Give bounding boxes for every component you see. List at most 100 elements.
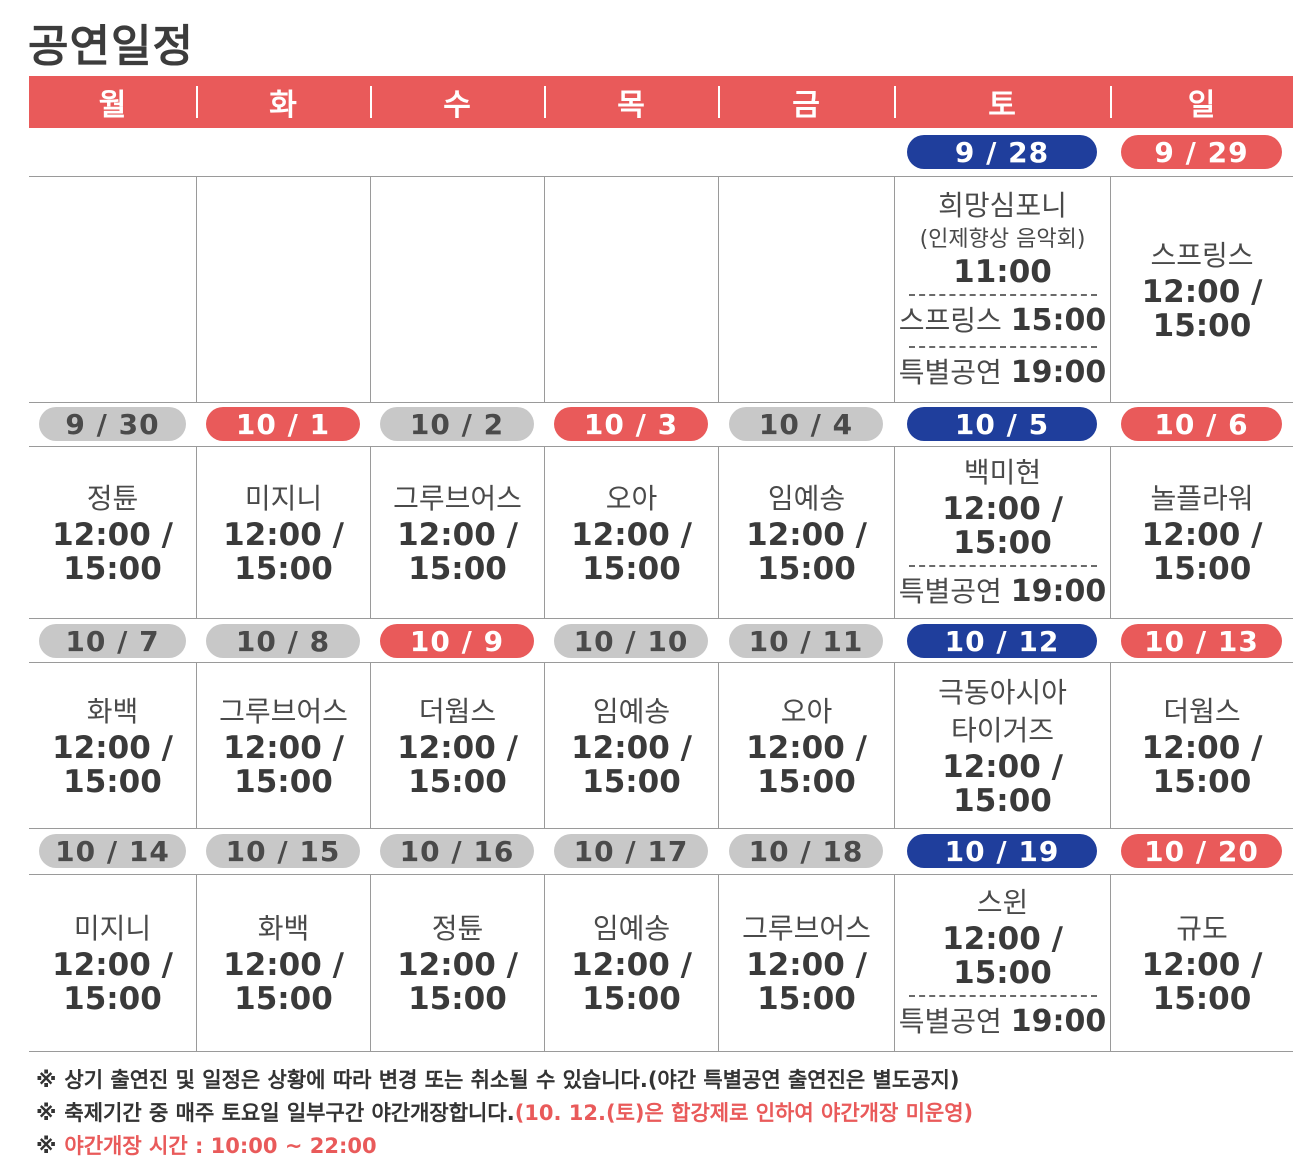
show-time: 15:00 <box>757 550 856 587</box>
note-2: ※ 축제기간 중 매주 토요일 일부구간 야간개장합니다.(10. 12.(토)은… <box>36 1097 973 1130</box>
show-time: 12:00 / <box>1141 947 1263 983</box>
note-3: ※ 야간개장 시간 : 10:00 ~ 22:00 <box>36 1130 973 1163</box>
performer-name: 놀플라워 <box>1150 481 1254 515</box>
weekday-label: 목 <box>544 76 718 128</box>
show-time: 12:00 / <box>397 729 518 766</box>
date-cell: 10 / 1 <box>196 407 370 441</box>
date-cell: 10 / 19 <box>894 834 1110 868</box>
date-row: 10 / 14 10 / 15 10 / 16 10 / 17 10 / 18 10 / … <box>29 831 1293 871</box>
show-time: 15:00 <box>953 782 1052 819</box>
weekday-label: 월 <box>98 88 127 123</box>
show-time: 12:00 / <box>397 516 518 553</box>
show-time: 12:00 / <box>746 729 867 766</box>
show-time: 15:00 <box>408 550 507 587</box>
weekday-label: 일 <box>1110 76 1293 128</box>
date-cell: 10 / 20 <box>1110 834 1293 868</box>
event-cell: 화백 12:00 /15:00 <box>29 663 196 828</box>
performance: 희망심포니 (인제향상 음악회) 11:00 <box>920 187 1086 289</box>
performance: 화백 12:00 /15:00 <box>223 910 344 1016</box>
show-time: 15:00 <box>953 955 1052 991</box>
performer-name: 정튠 <box>431 912 484 945</box>
event-cell <box>29 177 196 402</box>
date-pill: 10 / 11 <box>728 624 884 658</box>
event-cell: 스프링스 12:00 /15:00 <box>1110 177 1293 402</box>
show-time: 15:00 <box>1152 550 1252 587</box>
date-pill: 9 / 29 <box>1120 135 1283 169</box>
performer-name: 스윈 <box>976 886 1029 919</box>
date-cell: 10 / 11 <box>718 624 894 658</box>
note-3-text: 야간개장 시간 : 10:00 ~ 22:00 <box>64 1134 377 1158</box>
show-time: 15:00 <box>408 981 507 1017</box>
date-pill: 10 / 13 <box>1120 624 1283 658</box>
dashed-divider <box>908 293 1097 296</box>
dashed-divider <box>908 995 1097 997</box>
performer-name: 더웜스 <box>1163 694 1241 728</box>
date-cell: 9 / 28 <box>894 135 1110 169</box>
show-time: 12:00 / <box>52 516 173 553</box>
performance: 정튠 12:00 /15:00 <box>52 480 173 586</box>
performance: 오아 12:00 /15:00 <box>746 693 867 799</box>
performance: 그루브어스 12:00 /15:00 <box>393 480 522 586</box>
performance: 임예송 12:00 /15:00 <box>746 480 867 586</box>
date-pill: 10 / 7 <box>39 624 186 658</box>
show-time: 12:00 / <box>397 947 518 983</box>
performer-subtitle: (인제향상 음악회) <box>919 226 1086 252</box>
performer-name: 미지니 <box>73 912 152 945</box>
event-cell <box>718 177 894 402</box>
event-cell <box>196 177 370 402</box>
date-cell: 10 / 2 <box>370 407 544 441</box>
date-pill: 10 / 18 <box>728 834 884 868</box>
date-cell: 10 / 17 <box>544 834 718 868</box>
weekday-label: 수 <box>370 76 544 128</box>
show-time: 12:00 / <box>223 947 344 983</box>
show-time: 12:00 / <box>571 947 692 983</box>
date-pill: 10 / 10 <box>554 624 708 658</box>
performer-name: 그루브어스 <box>393 481 522 515</box>
date-pill: 10 / 8 <box>206 624 360 658</box>
date-cell: 10 / 8 <box>196 624 370 658</box>
performer-name: 특별공연 <box>898 1005 1002 1038</box>
event-cell: 화백 12:00 /15:00 <box>196 875 370 1051</box>
performer-name: 규도 <box>1176 912 1228 945</box>
event-row: 미지니 12:00 /15:00 화백 12:00 /15:00 정튠 12:00 /15… <box>29 874 1293 1052</box>
performer-name: 미지니 <box>244 481 323 515</box>
show-time: 19:00 <box>1010 573 1107 609</box>
performer-name: 스프링스 <box>898 303 1002 337</box>
performance: 스윈 12:00 /15:00 <box>942 884 1063 990</box>
show-time: 15:00 <box>757 981 856 1017</box>
show-time: 12:00 / <box>1141 273 1263 310</box>
date-pill: 10 / 6 <box>1120 407 1283 441</box>
date-cell: 10 / 13 <box>1110 624 1293 658</box>
show-time: 15:00 <box>582 763 681 800</box>
note-mark: ※ <box>36 1134 57 1158</box>
show-time: 15:00 <box>757 763 856 800</box>
date-cell: 9 / 29 <box>1110 135 1293 169</box>
notes: ※ 상기 출연진 및 일정은 상황에 따라 변경 또는 취소될 수 있습니다.(야… <box>36 1064 973 1163</box>
date-row: 10 / 7 10 / 8 10 / 9 10 / 10 10 / 11 10 / 12 1… <box>29 621 1293 661</box>
date-pill: 10 / 12 <box>906 624 1098 658</box>
date-cell: 10 / 15 <box>196 834 370 868</box>
performance: 놀플라워 12:00 /15:00 <box>1142 480 1263 586</box>
show-time: 15:00 <box>1152 763 1252 800</box>
performer-name: 오아 <box>605 481 658 515</box>
date-pill: 10 / 5 <box>906 407 1098 441</box>
performer-name: 희망심포니 <box>938 188 1067 222</box>
note-1: ※ 상기 출연진 및 일정은 상황에 따라 변경 또는 취소될 수 있습니다.(야… <box>36 1064 973 1097</box>
event-cell: 더웜스 12:00 /15:00 <box>1110 663 1293 828</box>
date-cell: 10 / 4 <box>718 407 894 441</box>
performance: 오아 12:00 /15:00 <box>571 480 692 586</box>
show-time: 15:00 <box>234 763 333 800</box>
date-cell: 10 / 10 <box>544 624 718 658</box>
date-pill: 10 / 19 <box>906 834 1098 868</box>
event-cell: 그루브어스 12:00 /15:00 <box>718 875 894 1051</box>
date-row: 9 / 30 10 / 1 10 / 2 10 / 3 10 / 4 10 / 5 10 /… <box>29 404 1293 444</box>
weekday-label: 화 <box>196 76 370 128</box>
performer-name: 정튠 <box>86 481 139 515</box>
performer-name: 타이거즈 <box>950 713 1055 747</box>
performer-name: 더웜스 <box>418 694 497 728</box>
performer-name: 극동아시아 <box>938 675 1067 709</box>
date-pill: 9 / 28 <box>906 135 1098 169</box>
show-time: 12:00 / <box>571 729 692 766</box>
event-cell: 정튠 12:00 /15:00 <box>370 875 544 1051</box>
event-cell: 임예송 12:00 /15:00 <box>718 447 894 618</box>
